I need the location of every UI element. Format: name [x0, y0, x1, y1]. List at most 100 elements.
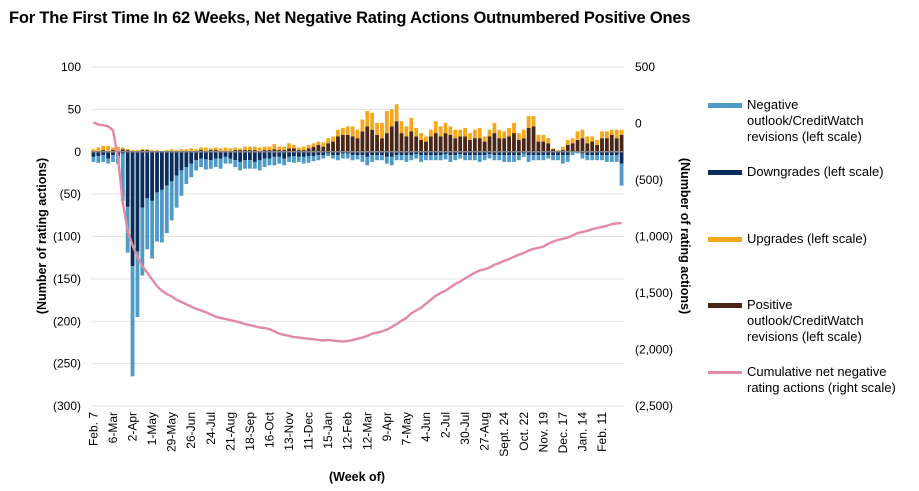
legend-item-negative-outlook: Negative outlook/CreditWatch revisions (…: [708, 97, 912, 145]
bar-downgrades: [316, 151, 321, 156]
bar-upgrades: [531, 116, 536, 127]
bar-downgrades: [556, 151, 560, 156]
bar-positive-outlook: [468, 139, 472, 152]
left-y-tick-label: 0: [74, 145, 81, 159]
bar-negative-outlook: [331, 155, 335, 159]
bar-downgrades: [404, 151, 409, 156]
bar-negative-outlook: [169, 181, 174, 221]
bar-downgrades: [135, 151, 140, 252]
bar-downgrades: [159, 151, 164, 190]
bar-upgrades: [174, 150, 179, 151]
bar-downgrades: [111, 151, 115, 156]
bar-upgrades: [106, 145, 111, 151]
bar-negative-outlook: [340, 153, 345, 159]
bar-upgrades: [399, 121, 404, 134]
legend-item-downgrades: Downgrades (left scale): [708, 164, 912, 180]
bar-downgrades: [301, 151, 306, 157]
gridlines: [91, 66, 624, 407]
bar-negative-outlook: [135, 251, 140, 318]
bar-negative-outlook: [424, 155, 428, 161]
bar-negative-outlook: [204, 159, 208, 170]
bar-downgrades: [453, 151, 458, 156]
left-y-tick-label: (100): [53, 230, 81, 244]
x-tick-label: 27-Aug: [478, 412, 492, 451]
bar-negative-outlook: [590, 155, 595, 161]
bar-negative-outlook: [526, 155, 531, 162]
bar-upgrades: [111, 147, 115, 151]
bar-downgrades: [262, 151, 267, 159]
bar-positive-outlook: [238, 150, 243, 152]
bar-upgrades: [570, 138, 575, 144]
bar-downgrades: [145, 151, 150, 199]
bar-negative-outlook: [609, 155, 614, 162]
bar-positive-outlook: [394, 121, 399, 152]
cumulative-line: [92, 121, 622, 343]
bar-downgrades: [213, 151, 218, 159]
bar-downgrades: [551, 151, 556, 156]
bar-upgrades: [546, 138, 551, 144]
bar-downgrades: [101, 151, 106, 156]
bar-upgrades: [120, 147, 125, 150]
bar-downgrades: [604, 151, 609, 156]
bar-negative-outlook: [272, 156, 277, 166]
bar-upgrades: [228, 148, 233, 151]
bar-upgrades: [321, 142, 326, 147]
bar-downgrades: [238, 151, 243, 162]
bar-positive-outlook: [560, 150, 565, 152]
bar-downgrades: [595, 151, 600, 156]
bar-negative-outlook: [336, 155, 340, 161]
bar-positive-outlook: [399, 133, 404, 152]
x-tick-label: 12-Mar: [360, 412, 374, 450]
bar-upgrades: [340, 128, 345, 135]
left-y-tick-label: (50): [60, 187, 81, 201]
legend-swatch-positive-outlook: [708, 303, 742, 308]
bar-downgrades: [516, 151, 521, 156]
right-y-tick-label: (2,000): [635, 343, 673, 357]
bar-downgrades: [218, 151, 223, 159]
bar-upgrades: [262, 146, 267, 151]
bar-negative-outlook: [531, 155, 536, 161]
bar-negative-outlook: [536, 155, 541, 161]
bar-upgrades: [292, 144, 296, 149]
bar-downgrades: [194, 151, 199, 161]
bar-upgrades: [145, 149, 150, 151]
x-tick-label: Nov. 19: [536, 412, 550, 453]
bar-upgrades: [257, 147, 262, 151]
bar-positive-outlook: [243, 150, 247, 152]
bar-positive-outlook: [101, 150, 106, 152]
bar-downgrades: [130, 151, 135, 267]
bar-positive-outlook: [570, 143, 575, 152]
x-tick-label: 18-Sep: [243, 412, 257, 451]
bar-negative-outlook: [556, 155, 560, 161]
x-tick-label: 26-Jun: [184, 412, 198, 449]
legend-label: Upgrades (left scale): [747, 231, 867, 246]
bar-upgrades: [551, 148, 556, 150]
bar-downgrades: [155, 151, 159, 193]
bar-upgrades: [458, 129, 463, 137]
bar-negative-outlook: [453, 155, 458, 161]
legend-item-positive-outlook: Positive outlook/CreditWatch revisions (…: [708, 297, 912, 345]
bar-series: [91, 104, 624, 377]
bar-downgrades: [174, 151, 179, 176]
bar-downgrades: [399, 151, 404, 156]
bar-positive-outlook: [531, 126, 536, 152]
bar-downgrades: [228, 151, 233, 159]
bar-positive-outlook: [267, 150, 272, 152]
x-tick-label: 13-Nov: [282, 412, 296, 451]
bar-downgrades: [365, 151, 370, 157]
bar-downgrades: [433, 151, 438, 156]
bar-upgrades: [516, 133, 521, 140]
x-axis-ticks: Feb. 7 6-Mar 2-Apr 1-May 29-May 26-Jun 24-Jul 2…: [86, 411, 609, 456]
bar-upgrades: [194, 149, 199, 151]
bar-downgrades: [443, 151, 448, 155]
left-y-tick-label: (200): [53, 314, 81, 328]
bar-downgrades: [384, 151, 389, 157]
bar-downgrades: [243, 151, 247, 161]
bar-positive-outlook: [311, 146, 316, 152]
bar-upgrades: [130, 150, 135, 151]
bar-downgrades: [438, 151, 443, 156]
bar-negative-outlook: [233, 160, 238, 168]
bar-downgrades: [389, 151, 394, 157]
bar-positive-outlook: [384, 133, 389, 152]
